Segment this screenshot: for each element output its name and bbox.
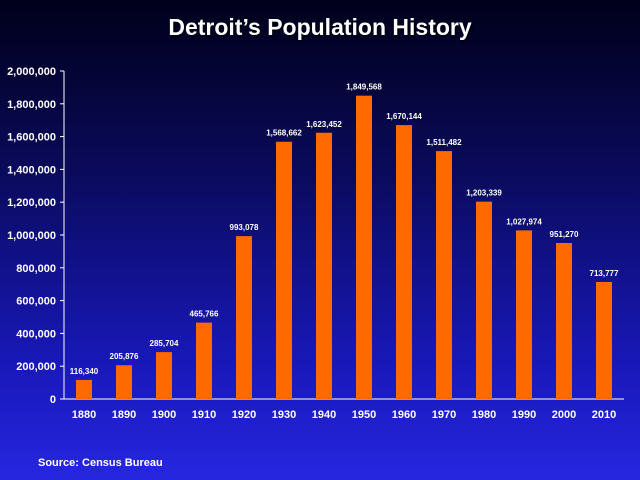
bars [76,95,612,400]
bar-1890 [116,365,132,399]
x-tick-label-1910: 1910 [192,409,216,421]
bar-1940 [316,132,332,399]
y-tick-label: 600,000 [16,296,56,308]
x-tick-label-1990: 1990 [512,409,536,421]
bar-1880 [76,379,92,399]
data-label-1990: 1,027,974 [506,217,542,226]
x-tick-label-1970: 1970 [432,409,456,421]
x-tick-label-1940: 1940 [312,409,336,421]
data-label-1980: 1,203,339 [466,189,502,198]
bar-1980 [476,201,492,399]
x-tick-label-1890: 1890 [112,409,136,421]
data-label-2000: 951,270 [550,230,579,239]
y-tick-label: 2,000,000 [7,66,56,78]
x-tick-label-2010: 2010 [592,409,616,421]
data-label-1900: 285,704 [150,339,179,348]
bar-1910 [196,322,212,399]
y-tick-label: 0 [50,394,56,406]
x-tick-label-1960: 1960 [392,409,416,421]
y-tick-label: 1,000,000 [7,230,56,242]
data-label-1960: 1,670,144 [386,112,422,121]
bar-1950 [356,95,372,400]
bar-1920 [236,236,252,399]
y-tick-label: 400,000 [16,328,56,340]
bar-1900 [156,352,172,399]
bar-2010 [596,281,612,399]
data-label-1970: 1,511,482 [426,138,462,147]
bar-1960 [396,125,412,400]
data-label-1890: 205,876 [110,352,139,361]
y-axis-ticks: 0 200,000 400,000 600,000 800,000 1,000,000 1,… [7,66,64,406]
y-tick-label: 1,600,000 [7,132,56,144]
bar-1990 [516,230,532,399]
bar-2000 [556,242,572,399]
x-axis-ticks: 1880 1890 1900 1910 1920 1930 1940 1950 1960 1970… [72,409,616,421]
chart-title: Detroit’s Population History [168,14,472,40]
data-labels: 116,340 205,876 285,704 465,766 993,078 1,568… [70,83,619,376]
x-tick-label-1930: 1930 [272,409,296,421]
data-label-1880: 116,340 [70,367,99,376]
y-tick-label: 200,000 [16,361,56,373]
x-tick-label-1900: 1900 [152,409,176,421]
data-label-2010: 713,777 [590,269,619,278]
bar-1970 [436,151,452,399]
data-label-1910: 465,766 [190,310,219,319]
x-tick-label-1950: 1950 [352,409,376,421]
x-tick-label-1980: 1980 [472,409,496,421]
bar-1930 [276,141,292,399]
x-tick-label-1880: 1880 [72,409,96,421]
y-tick-label: 1,800,000 [7,99,56,111]
data-label-1950: 1,849,568 [346,83,382,92]
y-tick-label: 800,000 [16,263,56,275]
x-tick-label-2000: 2000 [552,409,576,421]
data-label-1940: 1,623,452 [306,120,342,129]
y-tick-label: 1,400,000 [7,164,56,176]
data-label-1920: 993,078 [230,223,259,232]
source-note: Source: Census Bureau [38,457,163,469]
y-tick-label: 1,200,000 [7,197,56,209]
data-label-1930: 1,568,662 [266,129,302,138]
x-tick-label-1920: 1920 [232,409,256,421]
